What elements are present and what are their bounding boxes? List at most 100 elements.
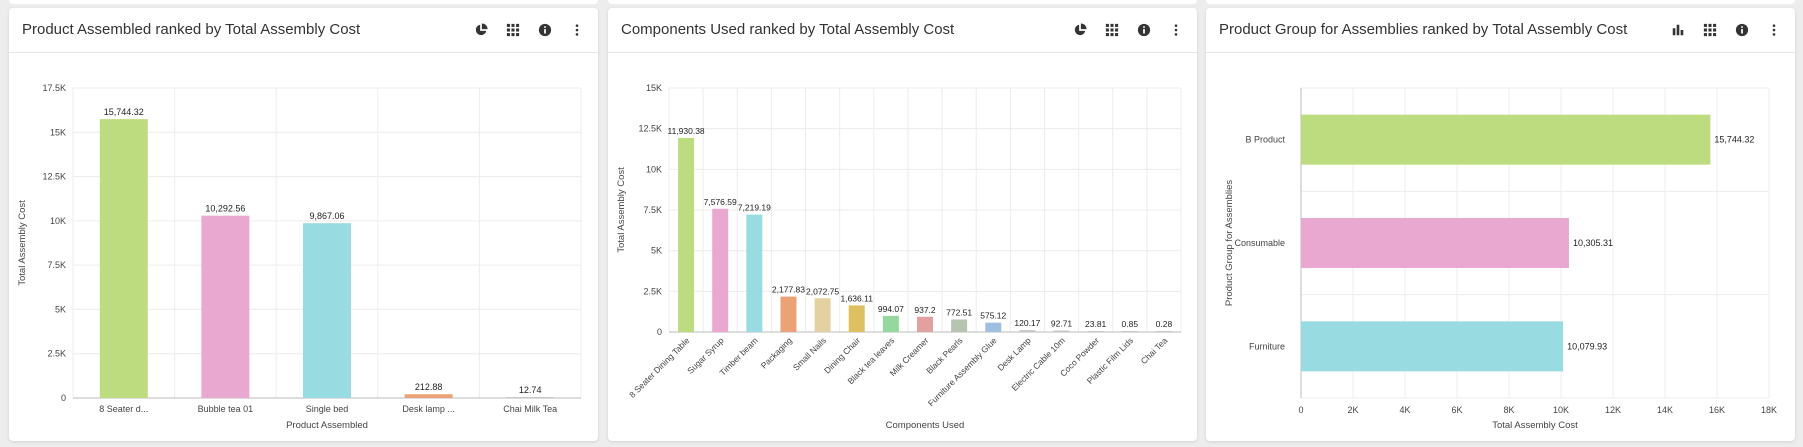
- card-title: Product Group for Assemblies ranked by T…: [1219, 21, 1628, 38]
- bar: [848, 305, 865, 332]
- bar: [1301, 218, 1569, 268]
- pie-chart-icon[interactable]: [1069, 20, 1091, 40]
- card-top-strip: [608, 0, 1197, 4]
- bar: [1121, 331, 1138, 332]
- bar: [780, 296, 797, 332]
- x-tick-label: Bubble tea 01: [198, 404, 254, 414]
- x-tick-label: 14K: [1657, 405, 1673, 415]
- bar: [678, 137, 695, 332]
- y-tick-label: 7.5K: [643, 205, 662, 215]
- y-tick-label: 7.5K: [47, 260, 66, 270]
- data-label: 15,744.32: [1714, 135, 1754, 145]
- x-tick-label: 2K: [1347, 405, 1358, 415]
- x-tick-label: 12K: [1605, 405, 1621, 415]
- x-tick-label: 10K: [1553, 405, 1569, 415]
- bar: [1087, 331, 1104, 332]
- x-tick-label: Single bed: [306, 404, 349, 414]
- y-tick-label: Furniture: [1249, 341, 1285, 351]
- data-label: 9,867.06: [309, 211, 344, 221]
- y-tick-label: 2.5K: [643, 286, 662, 296]
- x-axis-title: Components Used: [886, 420, 965, 431]
- x-tick-label: 8 Seater Dining Table: [627, 335, 692, 400]
- more-vertical-icon[interactable]: [1165, 20, 1187, 40]
- data-label: 772.51: [946, 307, 972, 317]
- x-tick-label: Packaging: [759, 335, 794, 370]
- info-icon[interactable]: [1731, 20, 1753, 40]
- x-tick-label: 16K: [1709, 405, 1725, 415]
- y-tick-label: 12.5K: [42, 172, 66, 182]
- bar: [1019, 330, 1036, 332]
- y-axis-title: Product Group for Assemblies: [1224, 180, 1235, 306]
- pie-chart-icon[interactable]: [470, 20, 492, 40]
- card-header: Components Used ranked by Total Assembly…: [608, 8, 1197, 53]
- x-tick-label: 6K: [1451, 405, 1462, 415]
- x-axis-title: Product Assembled: [286, 420, 368, 431]
- grid-icon[interactable]: [1699, 20, 1721, 40]
- data-label: 23.81: [1085, 319, 1107, 329]
- info-icon[interactable]: [534, 20, 556, 40]
- y-tick-label: Consumable: [1234, 238, 1285, 248]
- y-tick-label: 12.5K: [638, 124, 662, 134]
- x-tick-label: Chai Milk Tea: [503, 404, 557, 414]
- chart-card-product-assembled: Product Assembled ranked by Total Assemb…: [9, 8, 598, 441]
- grid-icon[interactable]: [1101, 20, 1123, 40]
- info-icon[interactable]: [1133, 20, 1155, 40]
- data-label: 10,079.93: [1567, 341, 1607, 351]
- bar: [1301, 321, 1564, 372]
- bar: [201, 215, 250, 398]
- bar: [985, 322, 1002, 332]
- bar: [303, 223, 351, 398]
- bar-chart-icon[interactable]: [1667, 20, 1689, 40]
- y-tick-label: 10K: [50, 216, 66, 226]
- x-tick-label: 8 Seater d...: [99, 404, 148, 414]
- y-tick-label: 5K: [55, 304, 66, 314]
- data-label: 7,576.59: [704, 197, 737, 207]
- chart-card-components-used: Components Used ranked by Total Assembly…: [608, 8, 1197, 441]
- x-tick-label: Chai Tea: [1139, 335, 1170, 366]
- x-tick-label: 8K: [1503, 405, 1514, 415]
- data-label: 15,744.32: [104, 107, 144, 117]
- bar: [404, 394, 453, 398]
- bar: [712, 208, 729, 332]
- card-title: Components Used ranked by Total Assembly…: [621, 21, 955, 38]
- data-label: 11,930.38: [667, 126, 704, 136]
- x-tick-label: 0: [1298, 405, 1303, 415]
- data-label: 0.85: [1122, 319, 1139, 329]
- more-vertical-icon[interactable]: [566, 20, 588, 40]
- data-label: 1,636.11: [840, 293, 873, 303]
- bar: [814, 298, 831, 332]
- horizontal-bar-chart-product-group: 0 2K 4K 6K 8K 10K 12K 14K 16K 18K 15,744.32 B Produ…: [1224, 87, 1777, 431]
- bar: [99, 119, 148, 398]
- data-label: 994.07: [878, 304, 904, 314]
- card-top-strip: [9, 0, 598, 4]
- more-vertical-icon[interactable]: [1763, 20, 1785, 40]
- card-title: Product Assembled ranked by Total Assemb…: [22, 21, 361, 38]
- card-header: Product Assembled ranked by Total Assemb…: [9, 8, 598, 53]
- y-axis-title: Total Assembly Cost: [616, 167, 627, 253]
- data-label: 120.17: [1014, 318, 1040, 328]
- x-tick-label: 18K: [1761, 405, 1777, 415]
- bar: [882, 315, 899, 332]
- bar-chart-components-used: 0 2.5K 5K 7.5K 10K 12.5K 15K 11,930.38 8 Seater …: [616, 83, 1182, 431]
- data-label: 2,177.83: [772, 285, 805, 295]
- y-tick-label: 0: [61, 393, 66, 403]
- bar: [506, 397, 555, 398]
- y-tick-label: 5K: [651, 246, 662, 256]
- data-label: 10,305.31: [1573, 238, 1613, 248]
- x-tick-label: Furniture Assembly Glue: [926, 335, 999, 408]
- data-label: 937.2: [914, 305, 936, 315]
- bar: [1301, 114, 1711, 165]
- y-tick-label: 2.5K: [47, 349, 66, 359]
- bar: [1053, 330, 1070, 332]
- data-label: 12.74: [519, 385, 542, 395]
- y-tick-label: B Product: [1245, 135, 1285, 145]
- grid-icon[interactable]: [502, 20, 524, 40]
- card-top-strip: [1206, 0, 1795, 4]
- data-label: 92.71: [1051, 318, 1073, 328]
- y-tick-label: 15K: [646, 83, 662, 93]
- data-label: 2,072.75: [806, 286, 839, 296]
- y-tick-label: 10K: [646, 164, 662, 174]
- card-header: Product Group for Assemblies ranked by T…: [1206, 8, 1795, 53]
- y-tick-label: 0: [657, 327, 662, 337]
- y-tick-label: 17.5K: [42, 83, 66, 93]
